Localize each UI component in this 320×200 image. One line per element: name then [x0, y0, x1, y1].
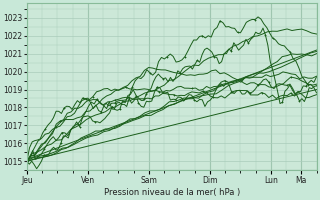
X-axis label: Pression niveau de la mer( hPa ): Pression niveau de la mer( hPa ) — [104, 188, 240, 197]
